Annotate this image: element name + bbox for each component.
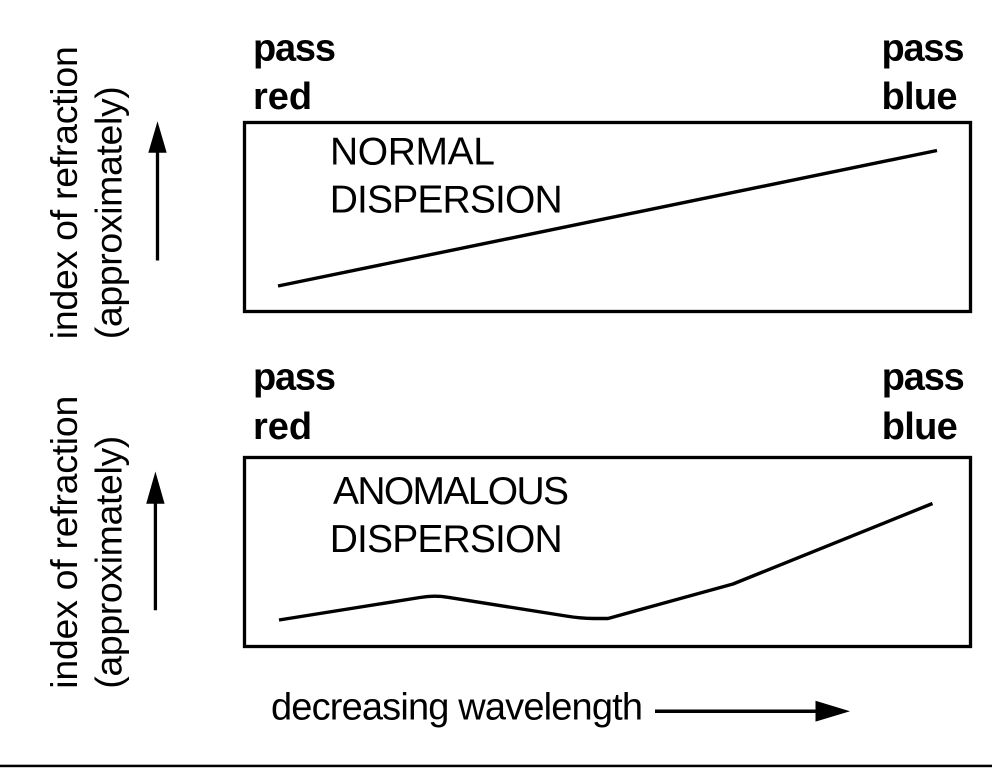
svg-text:pass: pass xyxy=(253,28,336,70)
svg-text:pass: pass xyxy=(253,357,336,399)
svg-text:red: red xyxy=(253,406,312,448)
svg-text:DISPERSION: DISPERSION xyxy=(330,518,563,561)
svg-text:index of refraction: index of refraction xyxy=(43,46,85,339)
svg-text:blue: blue xyxy=(882,76,958,118)
svg-text:DISPERSION: DISPERSION xyxy=(330,179,563,222)
svg-text:pass: pass xyxy=(882,28,965,70)
svg-text:decreasing wavelength: decreasing wavelength xyxy=(271,686,643,728)
svg-text:NORMAL: NORMAL xyxy=(330,131,495,174)
svg-text:red: red xyxy=(253,76,312,118)
svg-text:ANOMALOUS: ANOMALOUS xyxy=(333,470,569,513)
svg-text:(approximately): (approximately) xyxy=(88,436,130,689)
svg-text:pass: pass xyxy=(882,357,965,399)
svg-text:(approximately): (approximately) xyxy=(88,86,130,339)
svg-text:blue: blue xyxy=(882,406,958,448)
svg-text:index of refraction: index of refraction xyxy=(43,396,85,689)
